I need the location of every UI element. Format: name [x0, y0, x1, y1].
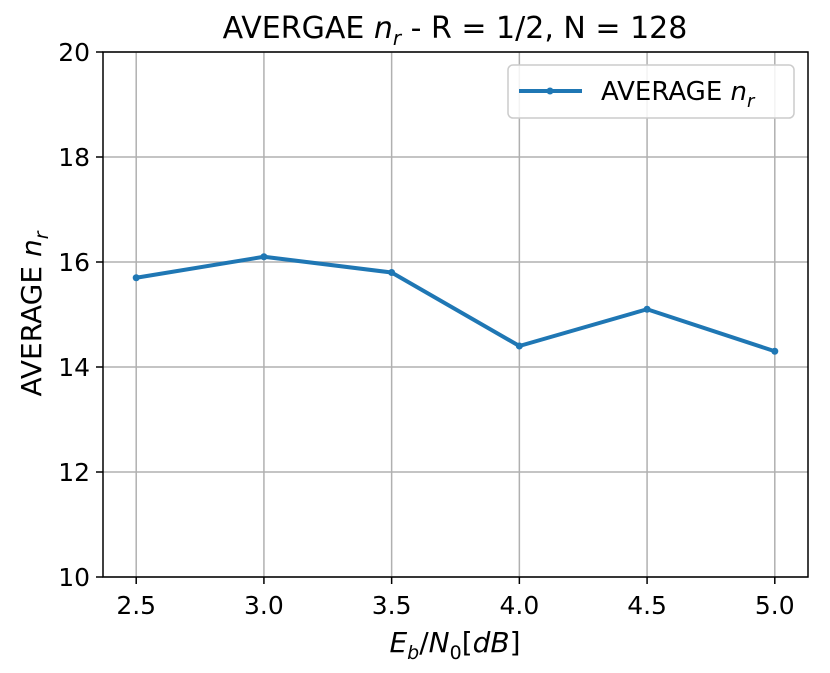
y-tick-label: 10	[58, 563, 90, 592]
y-tick-label: 14	[58, 353, 90, 382]
legend: AVERAGE nr	[507, 64, 795, 119]
data-point	[643, 305, 651, 313]
legend-box	[507, 64, 795, 119]
legend-marker-swatch	[546, 87, 554, 95]
x-axis-label: Eb/N0[dB]	[389, 626, 520, 664]
x-tick-label: 3.0	[244, 591, 284, 620]
y-axis-label: AVERAGE nr	[15, 230, 53, 396]
data-point	[388, 269, 396, 276]
y-tick-label: 18	[58, 143, 90, 172]
y-tick-label: 12	[58, 458, 90, 487]
data-point	[132, 274, 140, 282]
y-tick-label: 16	[58, 248, 90, 277]
x-tick-label: 3.5	[372, 591, 412, 620]
series-layer	[132, 253, 779, 355]
legend-label: AVERAGE nr	[601, 77, 756, 112]
grid	[103, 51, 808, 578]
data-point	[260, 253, 268, 261]
x-tick-label: 2.5	[116, 591, 156, 620]
data-point	[515, 342, 523, 350]
x-tick-label: 4.0	[499, 591, 539, 620]
ticks: 2.5 3.0 3.5 4.0 4.5 5.0 10 12 14 16 18 20	[58, 38, 794, 620]
series-line	[135, 254, 776, 354]
x-tick-label: 5.0	[755, 591, 795, 620]
plot-frame	[102, 51, 809, 578]
data-point	[771, 347, 779, 355]
x-tick-label: 4.5	[627, 591, 667, 620]
y-tick-label: 20	[58, 38, 90, 67]
chart-title: AVERGAE nr - R = 1/2, N = 128	[223, 11, 688, 50]
